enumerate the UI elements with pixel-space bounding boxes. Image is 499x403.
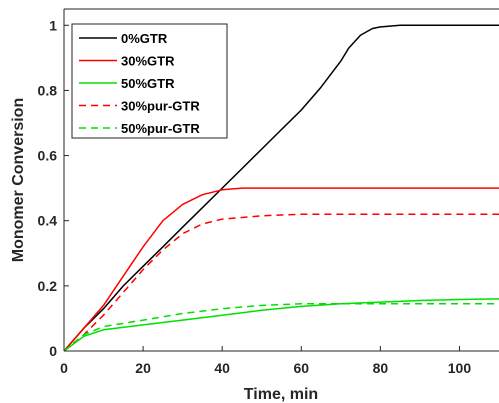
x-tick-label: 100 bbox=[448, 360, 472, 376]
series-layer bbox=[63, 24, 499, 352]
legend: 0%GTR 30%GTR 50%GTR 30%pur-GTR 50%pur-GTR bbox=[71, 23, 228, 139]
y-tick-label: 0.6 bbox=[38, 148, 58, 164]
series-line-2 bbox=[63, 298, 499, 352]
y-tick-label: 0 bbox=[49, 343, 57, 359]
y-tick-label: 1 bbox=[49, 17, 57, 33]
ticks-layer: 0 20 40 60 80 100 0 0.2 0.4 0.6 0.8 1 bbox=[38, 17, 472, 376]
x-tick-label: 80 bbox=[373, 360, 389, 376]
axes-layer bbox=[63, 8, 499, 352]
x-tick-label: 0 bbox=[60, 360, 68, 376]
legend-label-0: 0%GTR bbox=[121, 31, 168, 46]
y-axis-title: Monomer Conversion bbox=[10, 98, 27, 262]
x-tick-label: 60 bbox=[293, 360, 309, 376]
series-line-4 bbox=[63, 303, 499, 352]
y-tick-label: 0.8 bbox=[38, 82, 58, 98]
legend-box bbox=[71, 23, 228, 139]
y-tick-label: 0.2 bbox=[38, 278, 58, 294]
legend-label-4: 50%pur-GTR bbox=[121, 121, 200, 136]
x-tick-label: 20 bbox=[135, 360, 151, 376]
legend-label-2: 50%GTR bbox=[121, 76, 175, 91]
series-line-0 bbox=[63, 24, 499, 352]
legend-label-1: 30%GTR bbox=[121, 54, 175, 69]
legend-label-3: 30%pur-GTR bbox=[121, 99, 200, 114]
y-tick-label: 0.4 bbox=[38, 213, 58, 229]
x-tick-label: 40 bbox=[214, 360, 230, 376]
series-line-3 bbox=[63, 213, 499, 352]
series-line-1 bbox=[63, 187, 499, 352]
x-axis-title: Time, min bbox=[244, 386, 318, 403]
